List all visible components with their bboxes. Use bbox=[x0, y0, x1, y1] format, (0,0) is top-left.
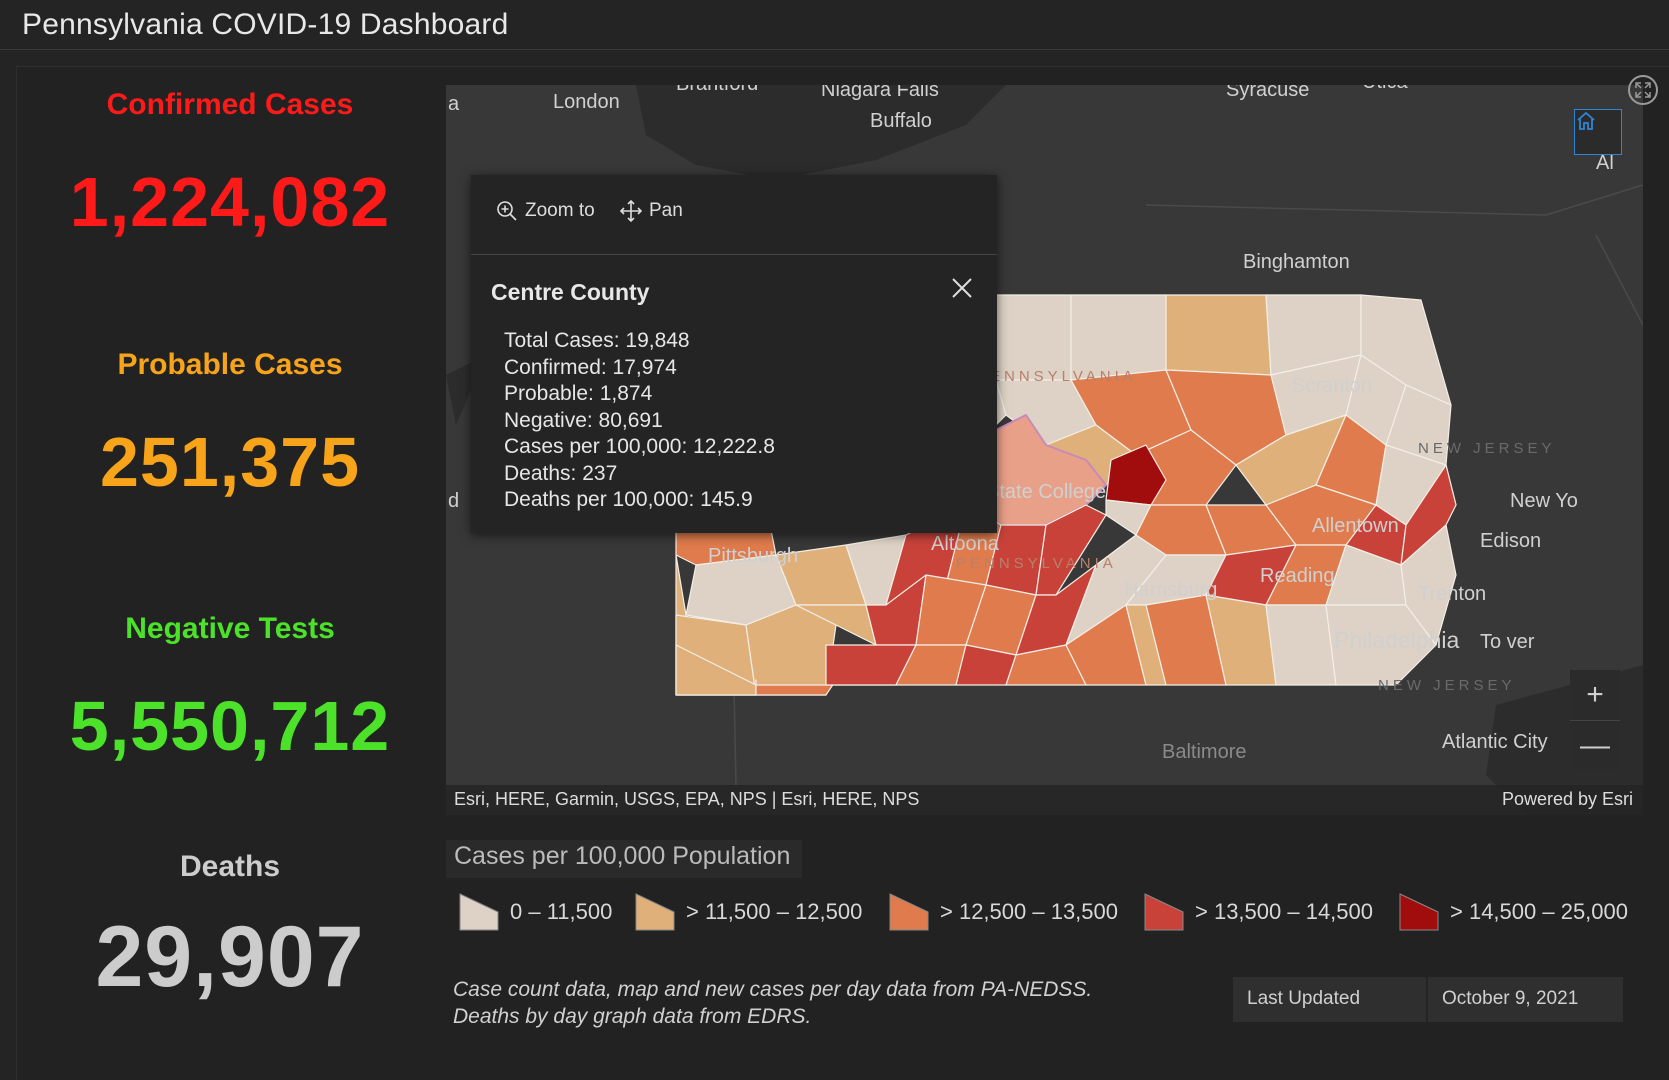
fullscreen-button[interactable] bbox=[1628, 75, 1658, 105]
legend-item: 0 – 11,500 bbox=[458, 890, 612, 934]
pan-icon bbox=[619, 199, 643, 223]
pan-action[interactable]: Pan bbox=[619, 199, 683, 223]
deaths-panel: Deaths 29,907 bbox=[30, 850, 430, 1007]
source-line: Deaths by day graph data from EDRS. bbox=[453, 1005, 812, 1028]
page-title: Pennsylvania COVID-19 Dashboard bbox=[22, 8, 509, 41]
map-label-london: London bbox=[553, 91, 620, 113]
legend-swatch bbox=[635, 893, 675, 931]
map-label-utica: Utica bbox=[1362, 85, 1408, 94]
popup-deaths: Deaths: 237 bbox=[504, 461, 618, 485]
popup-details: Total Cases: 19,848 Confirmed: 17,974 Pr… bbox=[504, 328, 775, 514]
popup-actions: Zoom to Pan bbox=[471, 175, 997, 255]
probable-cases-label: Probable Cases bbox=[117, 348, 343, 381]
map-label-state-college: State College bbox=[986, 481, 1107, 503]
legend-label: > 13,500 – 14,500 bbox=[1195, 899, 1373, 924]
legend-label: > 11,500 – 12,500 bbox=[686, 899, 863, 924]
map-label-baltimore: Baltimore bbox=[1162, 741, 1247, 763]
map-label-pennsylvania: PENNSYLVANIA bbox=[976, 368, 1137, 385]
legend-swatch bbox=[1399, 893, 1439, 931]
map-attribution[interactable]: Esri, HERE, Garmin, USGS, EPA, NPS | Esr… bbox=[454, 789, 920, 809]
powered-by-esri[interactable]: Powered by Esri bbox=[1501, 789, 1633, 809]
negative-tests-panel: Negative Tests 5,550,712 bbox=[30, 612, 430, 766]
zoom-out-button[interactable]: — bbox=[1570, 720, 1620, 770]
home-button[interactable] bbox=[1574, 109, 1622, 155]
zoom-in-button[interactable]: + bbox=[1586, 678, 1604, 711]
legend-item: > 14,500 – 25,000 bbox=[1398, 890, 1628, 934]
deaths-label: Deaths bbox=[179, 850, 281, 883]
legend-item: > 13,500 – 14,500 bbox=[1143, 890, 1373, 934]
popup-negative: Negative: 80,691 bbox=[504, 408, 663, 432]
legend-swatch bbox=[889, 893, 929, 931]
zoom-to-action[interactable]: Zoom to bbox=[495, 199, 595, 223]
popup-cases-per-100k: Cases per 100,000: 12,222.8 bbox=[504, 435, 775, 458]
confirmed-cases-value: 1,224,082 bbox=[69, 163, 391, 241]
map-label-pennsylvania-2: PENNSYLVANIA bbox=[956, 555, 1117, 572]
legend-item: > 12,500 – 13,500 bbox=[888, 890, 1118, 934]
map-label-binghamton: Binghamton bbox=[1243, 251, 1350, 273]
last-updated-panel: Last Updated October 9, 2021 bbox=[1233, 977, 1623, 1022]
map-label-scranton: Scranton bbox=[1292, 375, 1373, 397]
close-icon[interactable] bbox=[949, 275, 975, 301]
map-label-niagara-falls: Niagara Falls bbox=[821, 85, 939, 101]
last-updated-value: October 9, 2021 bbox=[1442, 988, 1579, 1009]
map-label-atlantic-city: Atlantic City bbox=[1442, 731, 1548, 753]
map-label-philadelphia: Philadelphia bbox=[1334, 627, 1460, 653]
map-attribution-bar: Esri, HERE, Garmin, USGS, EPA, NPS | Esr… bbox=[446, 785, 1643, 815]
zoom-controls: + — bbox=[1570, 670, 1620, 770]
map-label-harrisburg: Harrisburg bbox=[1124, 579, 1218, 601]
zoom-in-icon bbox=[497, 201, 517, 221]
popup-probable: Probable: 1,874 bbox=[504, 382, 653, 405]
data-sources: Case count data, map and new cases per d… bbox=[453, 976, 1092, 1030]
confirmed-cases-panel: Confirmed Cases 1,224,082 bbox=[30, 88, 430, 242]
pan-label: Pan bbox=[649, 200, 683, 221]
map-label-new-york: New Yo bbox=[1510, 490, 1578, 512]
expand-icon bbox=[1635, 82, 1651, 98]
legend-title: Cases per 100,000 Population bbox=[446, 840, 803, 878]
popup-title: Centre County bbox=[491, 279, 650, 305]
map-label-syracuse: Syracuse bbox=[1226, 85, 1310, 101]
map-label-brantford: Brantford bbox=[676, 85, 758, 96]
map-label-toms-river: To ver bbox=[1480, 631, 1535, 653]
map-basemap bbox=[446, 85, 1643, 815]
county-popup: Zoom to Pan Centre County Total Cases: 1… bbox=[471, 175, 997, 533]
negative-tests-value: 5,550,712 bbox=[69, 687, 391, 765]
source-line: Case count data, map and new cases per d… bbox=[453, 978, 1093, 1001]
map-label-albany: Al bbox=[1596, 152, 1614, 174]
last-updated-label: Last Updated bbox=[1233, 977, 1428, 1022]
legend-label: > 14,500 – 25,000 bbox=[1450, 899, 1628, 924]
home-icon bbox=[1577, 111, 1595, 130]
legend-swatch bbox=[459, 893, 499, 931]
popup-total-cases: Total Cases: 19,848 bbox=[504, 329, 690, 352]
legend-label: > 12,500 – 13,500 bbox=[940, 899, 1118, 924]
legend-item: > 11,500 – 12,500 bbox=[634, 890, 862, 934]
map-label-buffalo: Buffalo bbox=[870, 110, 932, 132]
map-label-trenton: Trenton bbox=[1418, 583, 1487, 605]
map-label-pittsburgh: Pittsburgh bbox=[708, 545, 799, 567]
map-label-edge-a: a bbox=[448, 93, 460, 115]
map-label-new-jersey: NEW JERSEY bbox=[1418, 440, 1556, 457]
probable-cases-value: 251,375 bbox=[99, 423, 361, 501]
popup-deaths-per-100k: Deaths per 100,000: 145.9 bbox=[504, 488, 753, 511]
header-bar: Pennsylvania COVID-19 Dashboard bbox=[0, 0, 1669, 50]
deaths-value: 29,907 bbox=[95, 909, 365, 1005]
popup-confirmed: Confirmed: 17,974 bbox=[504, 355, 677, 379]
legend-label: 0 – 11,500 bbox=[510, 899, 613, 924]
map-label-new-jersey-2: NEW JERSEY bbox=[1378, 677, 1516, 694]
map-label-edison: Edison bbox=[1480, 530, 1542, 552]
lake-erie bbox=[636, 85, 1006, 180]
map-label-altoona: Altoona bbox=[931, 533, 999, 555]
probable-cases-panel: Probable Cases 251,375 bbox=[30, 348, 430, 502]
map-view[interactable]: London Brantford Niagara Falls Buffalo S… bbox=[446, 85, 1643, 815]
legend-swatch bbox=[1144, 893, 1184, 931]
map-label-reading: Reading bbox=[1260, 565, 1335, 587]
map-label-edge-d: d bbox=[448, 490, 460, 512]
map-label-allentown: Allentown bbox=[1312, 515, 1399, 537]
negative-tests-label: Negative Tests bbox=[125, 612, 335, 645]
confirmed-cases-label: Confirmed Cases bbox=[106, 88, 354, 121]
pennsylvania-counties bbox=[675, 294, 1457, 696]
zoom-to-label: Zoom to bbox=[525, 200, 595, 221]
